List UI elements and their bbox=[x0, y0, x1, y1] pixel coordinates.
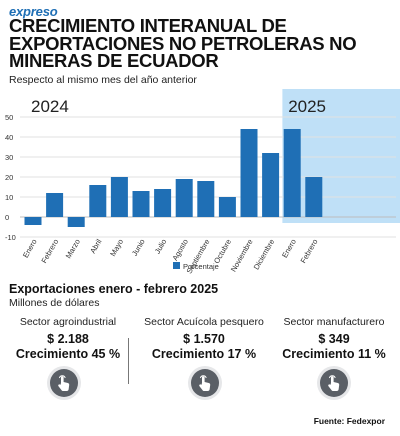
bar bbox=[305, 177, 323, 217]
x-tick-label: Agosto bbox=[170, 238, 189, 263]
brand-logo: expreso bbox=[9, 4, 58, 19]
sector-name: Sector Acuícola pesquero bbox=[144, 316, 264, 328]
bar bbox=[110, 177, 128, 217]
period-label: 2025 bbox=[288, 97, 326, 116]
y-tick-label: 30 bbox=[5, 153, 13, 162]
bar bbox=[218, 197, 236, 217]
y-tick-label: 0 bbox=[5, 213, 9, 222]
bar bbox=[46, 193, 64, 217]
sector-card-agroindustrial: Sector agroindustrial $ 2.188 Crecimient… bbox=[3, 316, 133, 362]
tap-hand-icon[interactable] bbox=[50, 369, 78, 397]
sector-card-manufacturero: Sector manufacturero $ 349 Crecimiento 1… bbox=[269, 316, 399, 362]
sector-growth: Crecimiento 45 % bbox=[15, 347, 121, 361]
bar bbox=[24, 217, 42, 225]
x-tick-label: Marzo bbox=[64, 238, 82, 261]
sector-amount: $ 1.570 bbox=[183, 332, 225, 346]
sector-growth: Crecimiento 17 % bbox=[151, 347, 257, 361]
source-note: Fuente: Fedexpor bbox=[313, 416, 385, 426]
bar bbox=[240, 129, 258, 217]
bar bbox=[132, 191, 150, 217]
tap-hand-icon[interactable] bbox=[191, 369, 219, 397]
x-tick-label: Diciembre bbox=[252, 238, 277, 272]
sector-growth: Crecimiento 11 % bbox=[282, 347, 386, 361]
summary-title: Exportaciones enero - febrero 2025 bbox=[9, 282, 219, 296]
legend-swatch bbox=[173, 262, 180, 269]
sector-divider bbox=[128, 338, 129, 384]
y-tick-label: 50 bbox=[5, 113, 13, 122]
bar bbox=[154, 189, 172, 217]
x-tick-label: Mayo bbox=[108, 238, 125, 258]
x-tick-label: Febrero bbox=[299, 238, 320, 265]
bar bbox=[283, 129, 301, 217]
x-tick-label: Junio bbox=[130, 238, 147, 258]
x-tick-label: Enero bbox=[21, 238, 39, 260]
x-tick-label: Noviembre bbox=[229, 238, 255, 274]
highlight-band bbox=[282, 89, 400, 223]
sector-card-acuicola: Sector Acuícola pesquero $ 1.570 Crecimi… bbox=[139, 316, 269, 362]
y-tick-label: 40 bbox=[5, 133, 13, 142]
period-label: 2024 bbox=[31, 97, 69, 116]
tap-hand-icon[interactable] bbox=[320, 369, 348, 397]
y-tick-label: 20 bbox=[5, 173, 13, 182]
bar bbox=[262, 153, 280, 217]
legend-label: Porcentaje bbox=[183, 262, 219, 271]
bar bbox=[67, 217, 85, 227]
sector-name: Sector manufacturero bbox=[283, 316, 385, 328]
sector-name: Sector agroindustrial bbox=[19, 316, 117, 328]
x-tick-label: Julio bbox=[153, 238, 169, 256]
y-tick-label: -10 bbox=[5, 233, 16, 242]
x-tick-label: Abril bbox=[88, 237, 103, 255]
chart-title: CRECIMIENTO INTERANUAL DE EXPORTACIONES … bbox=[9, 15, 357, 71]
bar bbox=[175, 179, 193, 217]
chart-subtitle: Respecto al mismo mes del año anterior bbox=[9, 74, 197, 86]
bar bbox=[197, 181, 215, 217]
summary-subtitle: Millones de dólares bbox=[9, 297, 100, 309]
sector-amount: $ 349 bbox=[318, 332, 350, 346]
x-tick-label: Febrero bbox=[39, 238, 60, 265]
x-tick-label: Enero bbox=[280, 238, 298, 260]
sector-amount: $ 2.188 bbox=[47, 332, 89, 346]
x-tick-label: Octubre bbox=[212, 238, 233, 266]
bar bbox=[89, 185, 107, 217]
y-tick-label: 10 bbox=[5, 193, 13, 202]
